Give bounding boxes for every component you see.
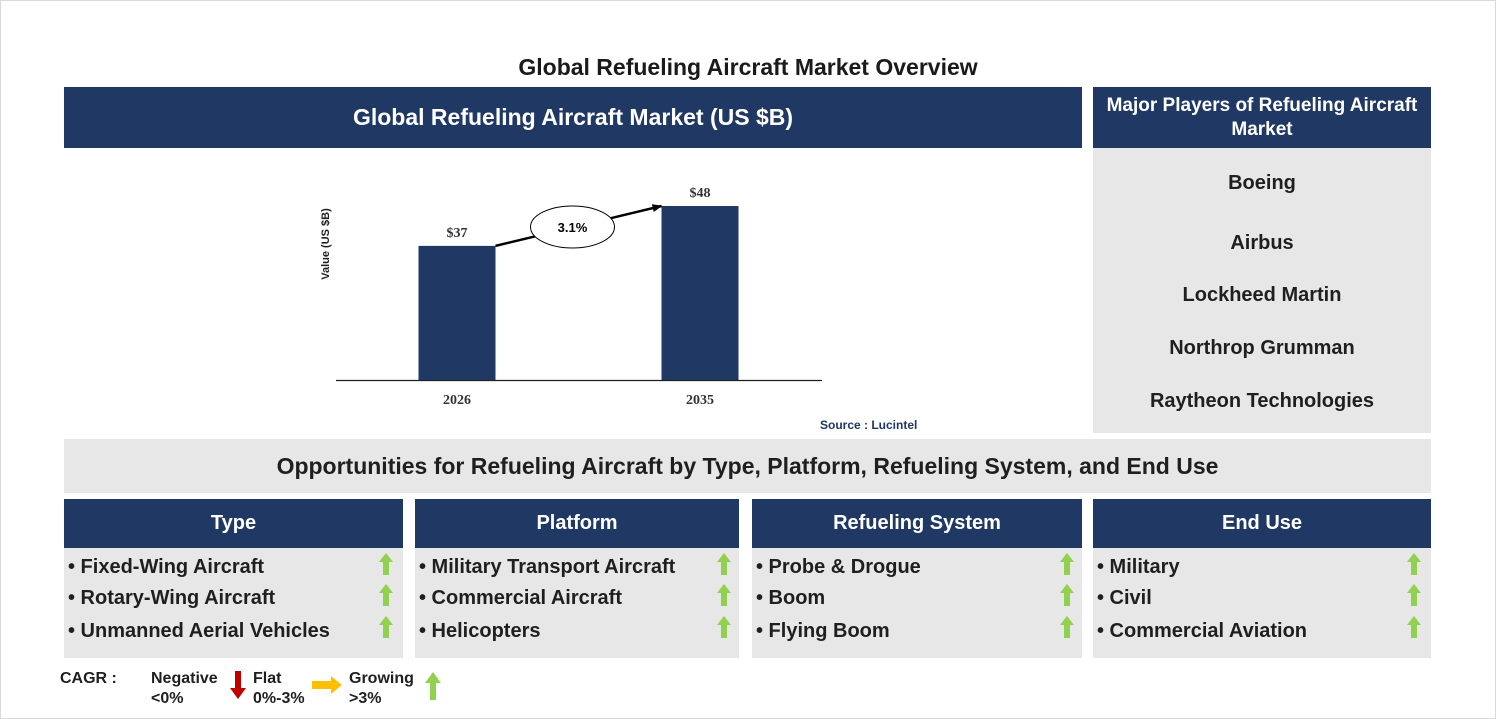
list-item: • Boom [756,587,826,609]
bar-2026 [418,245,496,380]
end-use-header: End Use [1093,499,1431,548]
x-tick-label: 2026 [443,393,471,408]
player-item: Airbus [1230,232,1294,254]
legend-growing: Growing >3% [349,669,414,709]
opportunities-title: Opportunities for Refueling Aircraft by … [64,439,1431,493]
refueling-system-header: Refueling System [752,499,1082,548]
type-header: Type [64,499,403,548]
player-item: Northrop Grumman [1169,337,1355,359]
legend-growing-range: >3% [349,690,382,707]
y-axis-label: Value (US $B) [320,208,332,280]
legend-flat: Flat 0%-3% [253,669,305,709]
legend-flat-range: 0%-3% [253,690,305,707]
green-up-arrow-icon [1407,584,1421,606]
green-up-arrow-icon [379,553,393,575]
legend-flat-name: Flat [253,670,282,687]
green-up-arrow-icon [1060,616,1074,638]
list-item: • Flying Boom [756,620,890,642]
list-item: • Military Transport Aircraft [419,556,676,578]
green-up-arrow-icon [425,672,441,700]
legend-negative-name: Negative [151,670,218,687]
green-up-arrow-icon [1407,616,1421,638]
green-up-arrow-icon [379,584,393,606]
player-item: Boeing [1228,172,1296,194]
list-item: • Fixed-Wing Aircraft [68,556,265,578]
bar-chart: Value (US $B) $37 2026 $48 2035 3.1% [320,186,822,408]
chart-header: Global Refueling Aircraft Market (US $B) [64,87,1082,148]
end-use-list: • Military • Civil • Commercial Aviation [1093,548,1431,658]
green-up-arrow-icon [1060,584,1074,606]
x-tick-label: 2035 [686,393,714,408]
player-item: Lockheed Martin [1182,284,1342,306]
green-up-arrow-icon [717,584,731,606]
list-item: • Unmanned Aerial Vehicles [68,620,330,642]
yellow-right-arrow-icon [312,676,342,694]
list-item: • Probe & Drogue [756,556,921,578]
green-up-arrow-icon [379,616,393,638]
green-up-arrow-icon [1060,553,1074,575]
legend-negative: Negative <0% [151,669,218,709]
data-label: $37 [447,226,468,241]
refueling-system-list: • Probe & Drogue • Boom • Flying Boom [752,548,1082,658]
data-label: $48 [690,186,711,201]
list-item: • Helicopters [419,620,541,642]
legend-negative-range: <0% [151,690,184,707]
list-item: • Commercial Aircraft [419,587,622,609]
cagr-label: 3.1% [558,220,588,235]
list-item: • Rotary-Wing Aircraft [68,587,276,609]
list-item: • Military [1097,556,1180,578]
players-header: Major Players of Refueling Aircraft Mark… [1093,87,1431,148]
page-title: Global Refueling Aircraft Market Overvie… [518,54,978,80]
cagr-legend-label: CAGR : [60,670,117,687]
platform-list: • Military Transport Aircraft • Commerci… [415,548,739,658]
list-item: • Commercial Aviation [1097,620,1308,642]
platform-header: Platform [415,499,739,548]
green-up-arrow-icon [1407,553,1421,575]
type-list: • Fixed-Wing Aircraft • Rotary-Wing Airc… [64,548,403,658]
cagr-ellipse [530,205,615,249]
players-list: Boeing Airbus Lockheed Martin Northrop G… [1093,148,1431,433]
list-item: • Civil [1097,587,1152,609]
green-up-arrow-icon [717,553,731,575]
legend-growing-name: Growing [349,670,414,687]
green-up-arrow-icon [717,616,731,638]
bar-2035 [661,206,739,380]
player-item: Raytheon Technologies [1149,390,1375,412]
red-down-arrow-icon [230,671,246,699]
source-note: Source : Lucintel [820,418,918,432]
